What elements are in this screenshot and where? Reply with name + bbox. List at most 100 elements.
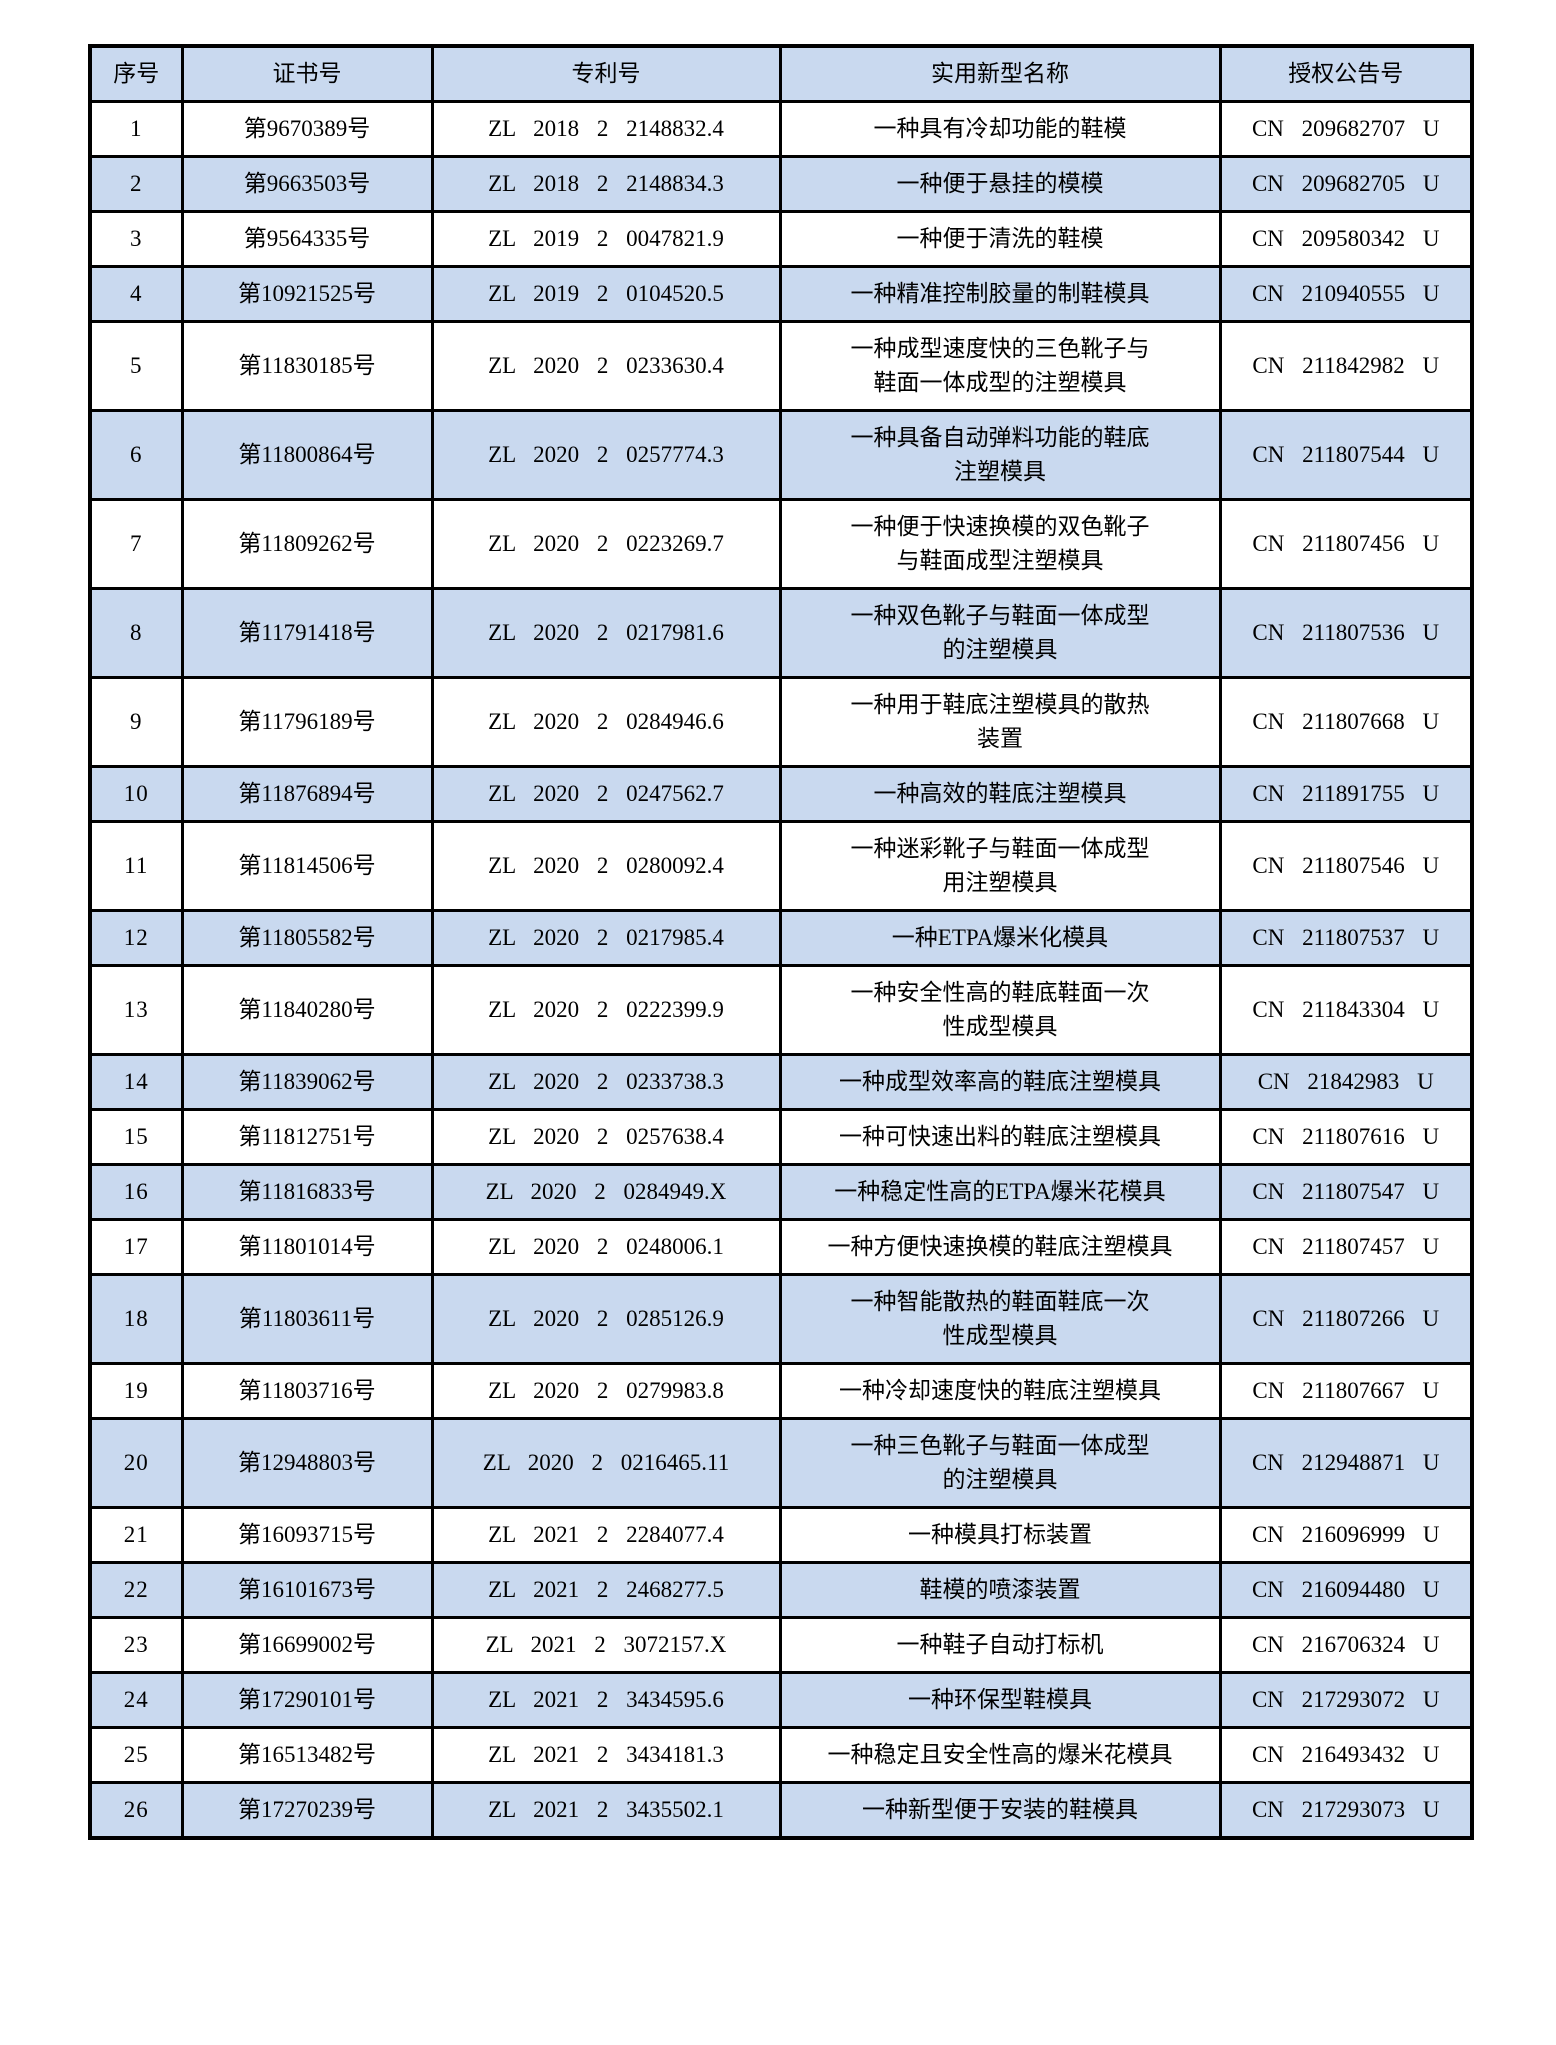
table-row: 1 第9670389号 ZL 2018 2 2148832.4 一种具有冷却功能的鞋模… xyxy=(88,100,1474,158)
table-row: 2 第9663503号 ZL 2018 2 2148834.3 一种便于悬挂的模模 CN… xyxy=(88,155,1474,213)
announcement-number-cell: CN 211807668 U xyxy=(1218,676,1474,768)
row-number-cell: 17 xyxy=(88,1218,184,1276)
patent-number-cell: ZL 2019 2 0104520.5 xyxy=(430,265,782,323)
row-number-cell: 25 xyxy=(88,1726,184,1784)
utility-model-name-cell: 一种稳定且安全性高的爆米花模具 xyxy=(778,1726,1222,1784)
announcement-number-cell: CN 211807457 U xyxy=(1218,1218,1474,1276)
row-number-cell: 13 xyxy=(88,964,184,1056)
patent-number-cell: ZL 2021 2 3072157.X xyxy=(430,1616,782,1674)
row-number-cell: 16 xyxy=(88,1163,184,1221)
row-number-cell: 6 xyxy=(88,409,184,501)
certificate-number-cell: 第11800864号 xyxy=(180,409,434,501)
announcement-number-cell: CN 211843304 U xyxy=(1218,964,1474,1056)
announcement-number-cell: CN 211842982 U xyxy=(1218,320,1474,412)
announcement-number-cell: CN 217293073 U xyxy=(1218,1781,1474,1840)
table-row: 11 第11814506号 ZL 2020 2 0280092.4 一种迷彩靴子与鞋面… xyxy=(88,820,1474,912)
utility-model-name-cell: 一种智能散热的鞋面鞋底一次 性成型模具 xyxy=(778,1273,1222,1365)
patent-number-cell: ZL 2019 2 0047821.9 xyxy=(430,210,782,268)
utility-model-name-cell: 一种便于快速换模的双色靴子 与鞋面成型注塑模具 xyxy=(778,498,1222,590)
patent-table: 序号 证书号 专利号 实用新型名称 授权公告号 1 第9670389号 ZL 201… xyxy=(88,44,1474,1840)
announcement-number-cell: CN 21842983 U xyxy=(1218,1053,1474,1111)
announcement-number-cell: CN 211891755 U xyxy=(1218,765,1474,823)
table-row: 9 第11796189号 ZL 2020 2 0284946.6 一种用于鞋底注塑模具… xyxy=(88,676,1474,768)
row-number-cell: 4 xyxy=(88,265,184,323)
patent-number-cell: ZL 2020 2 0257638.4 xyxy=(430,1108,782,1166)
certificate-number-cell: 第11816833号 xyxy=(180,1163,434,1221)
utility-model-name-cell: 一种高效的鞋底注塑模具 xyxy=(778,765,1222,823)
row-number-cell: 20 xyxy=(88,1417,184,1509)
patent-number-cell: ZL 2020 2 0217985.4 xyxy=(430,909,782,967)
certificate-number-cell: 第11791418号 xyxy=(180,587,434,679)
utility-model-name-cell: 一种具有冷却功能的鞋模 xyxy=(778,100,1222,158)
certificate-number-cell: 第17270239号 xyxy=(180,1781,434,1840)
table-row: 7 第11809262号 ZL 2020 2 0223269.7 一种便于快速换模的双… xyxy=(88,498,1474,590)
row-number-cell: 10 xyxy=(88,765,184,823)
announcement-number-cell: CN 216493432 U xyxy=(1218,1726,1474,1784)
certificate-number-cell: 第16093715号 xyxy=(180,1506,434,1564)
certificate-number-cell: 第10921525号 xyxy=(180,265,434,323)
table-row: 3 第9564335号 ZL 2019 2 0047821.9 一种便于清洗的鞋模 CN… xyxy=(88,210,1474,268)
patent-number-cell: ZL 2020 2 0284949.X xyxy=(430,1163,782,1221)
row-number-cell: 19 xyxy=(88,1362,184,1420)
patent-number-cell: ZL 2020 2 0257774.3 xyxy=(430,409,782,501)
row-number-cell: 23 xyxy=(88,1616,184,1674)
table-row: 8 第11791418号 ZL 2020 2 0217981.6 一种双色靴子与鞋面一… xyxy=(88,587,1474,679)
utility-model-name-cell: 一种新型便于安装的鞋模具 xyxy=(778,1781,1222,1840)
certificate-number-cell: 第11876894号 xyxy=(180,765,434,823)
certificate-number-cell: 第11796189号 xyxy=(180,676,434,768)
certificate-number-cell: 第16699002号 xyxy=(180,1616,434,1674)
header-certificate-number: 证书号 xyxy=(180,44,434,103)
announcement-number-cell: CN 211807616 U xyxy=(1218,1108,1474,1166)
patent-number-cell: ZL 2021 2 2284077.4 xyxy=(430,1506,782,1564)
row-number-cell: 7 xyxy=(88,498,184,590)
patent-number-cell: ZL 2020 2 0247562.7 xyxy=(430,765,782,823)
announcement-number-cell: CN 209580342 U xyxy=(1218,210,1474,268)
utility-model-name-cell: 一种成型速度快的三色靴子与 鞋面一体成型的注塑模具 xyxy=(778,320,1222,412)
table-row: 16 第11816833号 ZL 2020 2 0284949.X 一种稳定性高的ET… xyxy=(88,1163,1474,1221)
patent-number-cell: ZL 2020 2 0233630.4 xyxy=(430,320,782,412)
utility-model-name-cell: 一种环保型鞋模具 xyxy=(778,1671,1222,1729)
patent-number-cell: ZL 2021 2 3434595.6 xyxy=(430,1671,782,1729)
utility-model-name-cell: 一种成型效率高的鞋底注塑模具 xyxy=(778,1053,1222,1111)
utility-model-name-cell: 一种模具打标装置 xyxy=(778,1506,1222,1564)
patent-number-cell: ZL 2020 2 0222399.9 xyxy=(430,964,782,1056)
table-row: 6 第11800864号 ZL 2020 2 0257774.3 一种具备自动弹料功能… xyxy=(88,409,1474,501)
certificate-number-cell: 第11840280号 xyxy=(180,964,434,1056)
utility-model-name-cell: 一种迷彩靴子与鞋面一体成型 用注塑模具 xyxy=(778,820,1222,912)
header-patent-number: 专利号 xyxy=(430,44,782,103)
header-announcement-number: 授权公告号 xyxy=(1218,44,1474,103)
certificate-number-cell: 第11812751号 xyxy=(180,1108,434,1166)
utility-model-name-cell: 一种方便快速换模的鞋底注塑模具 xyxy=(778,1218,1222,1276)
certificate-number-cell: 第11830185号 xyxy=(180,320,434,412)
patent-number-cell: ZL 2020 2 0248006.1 xyxy=(430,1218,782,1276)
row-number-cell: 1 xyxy=(88,100,184,158)
patent-number-cell: ZL 2020 2 0223269.7 xyxy=(430,498,782,590)
certificate-number-cell: 第9564335号 xyxy=(180,210,434,268)
announcement-number-cell: CN 212948871 U xyxy=(1218,1417,1474,1509)
announcement-number-cell: CN 209682705 U xyxy=(1218,155,1474,213)
row-number-cell: 8 xyxy=(88,587,184,679)
patent-number-cell: ZL 2020 2 0233738.3 xyxy=(430,1053,782,1111)
certificate-number-cell: 第11809262号 xyxy=(180,498,434,590)
announcement-number-cell: CN 211807546 U xyxy=(1218,820,1474,912)
announcement-number-cell: CN 216706324 U xyxy=(1218,1616,1474,1674)
announcement-number-cell: CN 217293072 U xyxy=(1218,1671,1474,1729)
utility-model-name-cell: 一种可快速出料的鞋底注塑模具 xyxy=(778,1108,1222,1166)
announcement-number-cell: CN 216096999 U xyxy=(1218,1506,1474,1564)
row-number-cell: 9 xyxy=(88,676,184,768)
certificate-number-cell: 第11839062号 xyxy=(180,1053,434,1111)
table-row: 24 第17290101号 ZL 2021 2 3434595.6 一种环保型鞋模具 C… xyxy=(88,1671,1474,1729)
utility-model-name-cell: 一种ETPA爆米化模具 xyxy=(778,909,1222,967)
row-number-cell: 26 xyxy=(88,1781,184,1840)
patent-number-cell: ZL 2021 2 3434181.3 xyxy=(430,1726,782,1784)
utility-model-name-cell: 一种鞋子自动打标机 xyxy=(778,1616,1222,1674)
announcement-number-cell: CN 211807667 U xyxy=(1218,1362,1474,1420)
utility-model-name-cell: 一种精准控制胶量的制鞋模具 xyxy=(778,265,1222,323)
certificate-number-cell: 第12948803号 xyxy=(180,1417,434,1509)
table-row: 20 第12948803号 ZL 2020 2 0216465.11 一种三色靴子与鞋… xyxy=(88,1417,1474,1509)
certificate-number-cell: 第11805582号 xyxy=(180,909,434,967)
utility-model-name-cell: 一种三色靴子与鞋面一体成型 的注塑模具 xyxy=(778,1417,1222,1509)
utility-model-name-cell: 一种便于清洗的鞋模 xyxy=(778,210,1222,268)
certificate-number-cell: 第9663503号 xyxy=(180,155,434,213)
table-row: 12 第11805582号 ZL 2020 2 0217985.4 一种ETPA爆米化… xyxy=(88,909,1474,967)
